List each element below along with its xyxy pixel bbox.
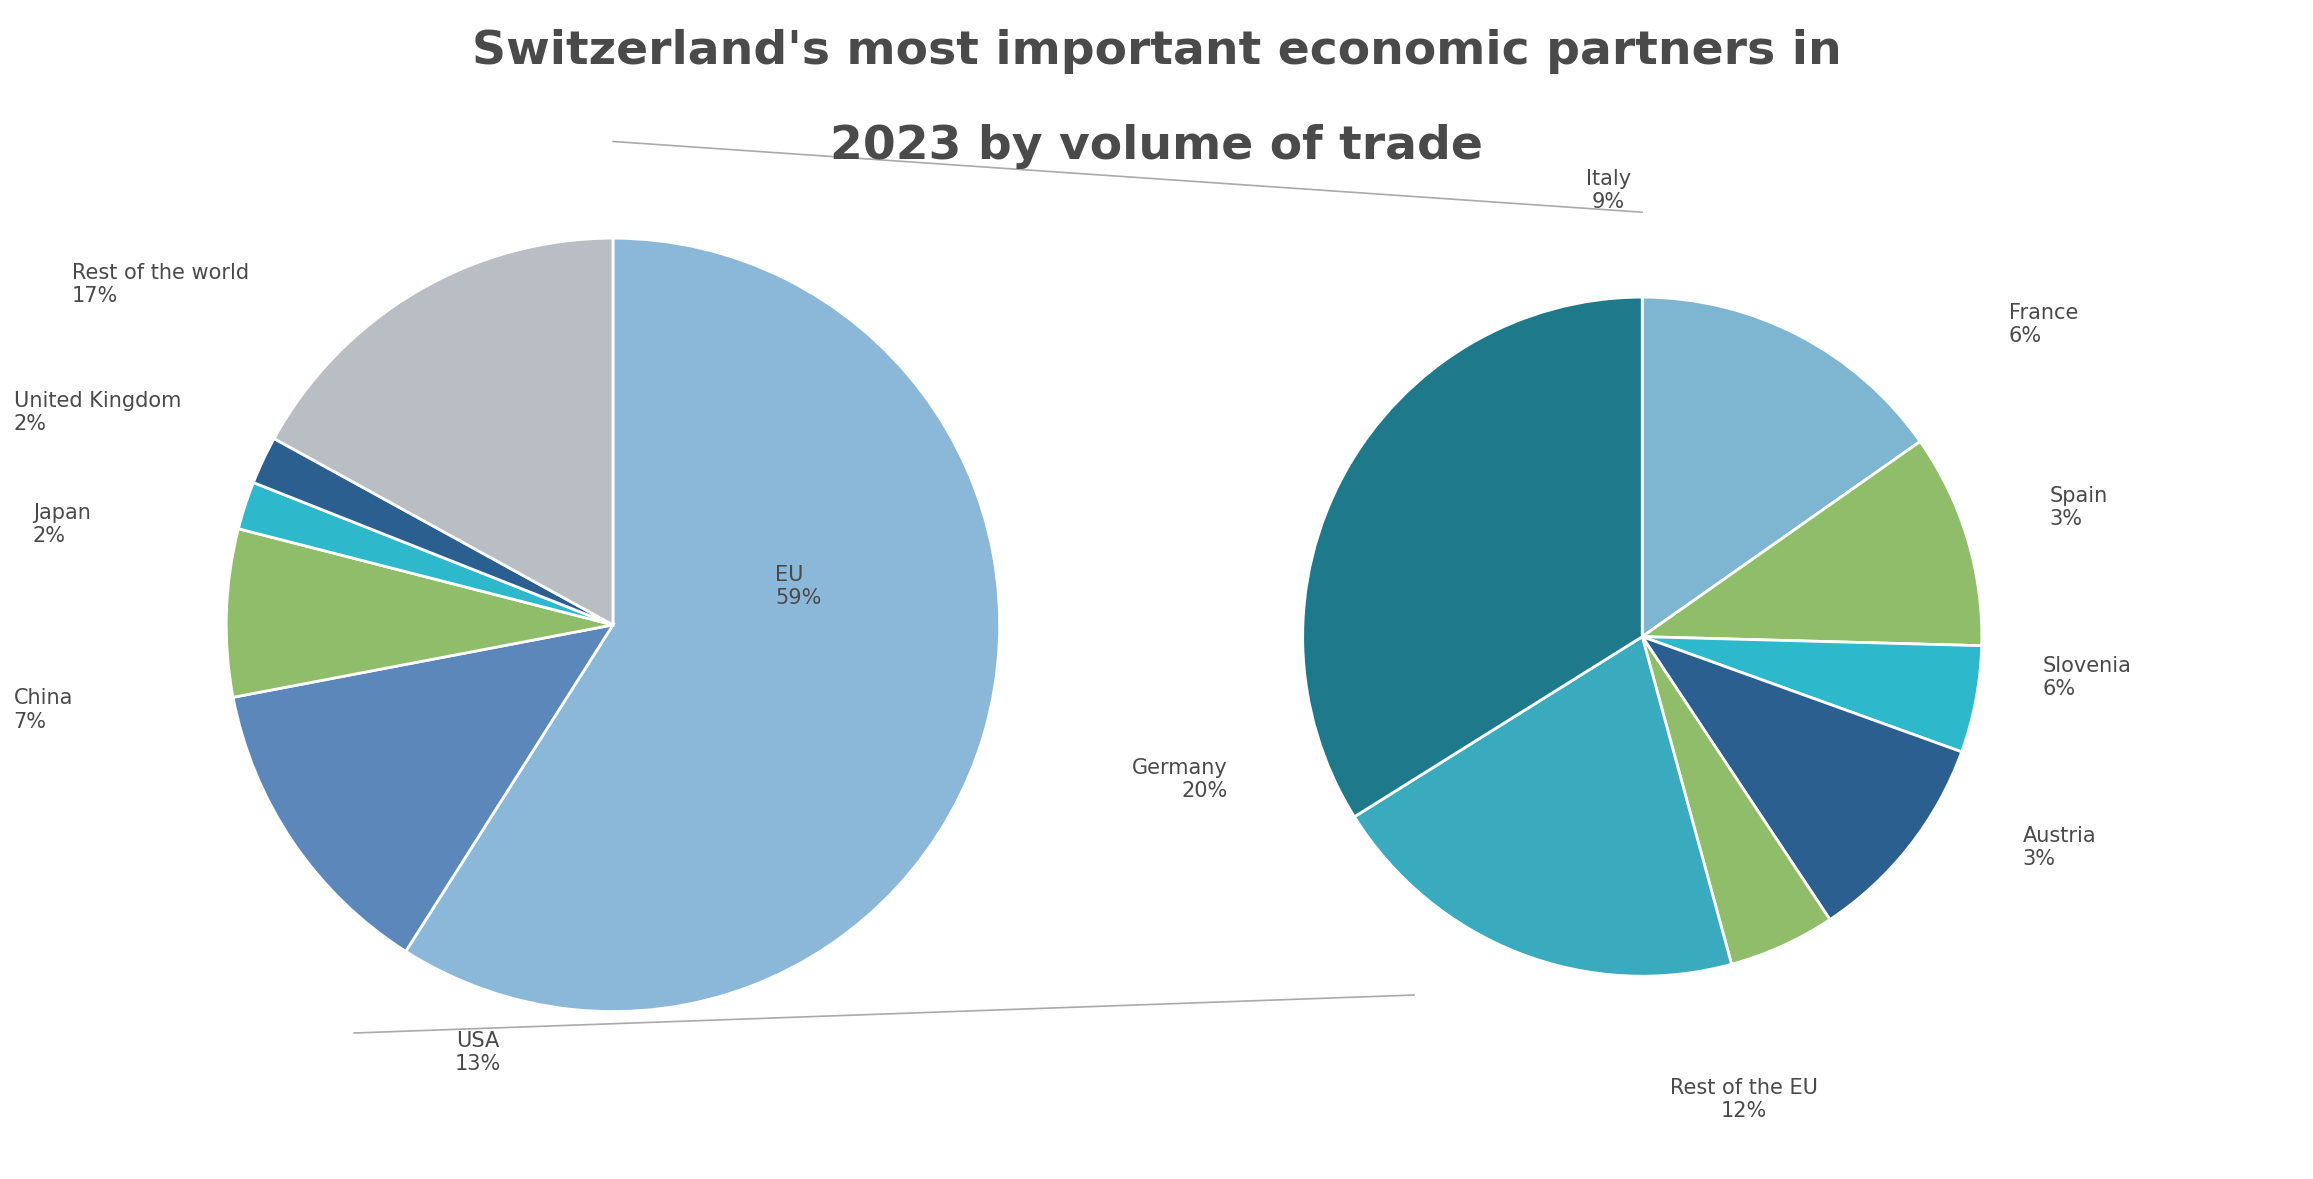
Wedge shape <box>1642 637 1982 752</box>
Text: Germany
20%: Germany 20% <box>1133 758 1228 801</box>
Text: USA
13%: USA 13% <box>453 1030 500 1074</box>
Wedge shape <box>405 238 999 1012</box>
Text: France
6%: France 6% <box>2010 303 2079 345</box>
Wedge shape <box>1642 441 1982 646</box>
Text: Austria
3%: Austria 3% <box>2022 825 2096 869</box>
Wedge shape <box>238 482 613 625</box>
Wedge shape <box>1642 297 1920 637</box>
Wedge shape <box>1642 637 1961 920</box>
Text: Slovenia
6%: Slovenia 6% <box>2042 656 2133 699</box>
Text: Spain
3%: Spain 3% <box>2049 486 2107 529</box>
Text: China
7%: China 7% <box>14 689 74 731</box>
Text: Rest of the EU
12%: Rest of the EU 12% <box>1670 1078 1818 1121</box>
Text: Switzerland's most important economic partners in: Switzerland's most important economic pa… <box>472 29 1841 74</box>
Wedge shape <box>1642 637 1830 964</box>
Text: United Kingdom
2%: United Kingdom 2% <box>14 390 180 434</box>
Wedge shape <box>254 439 613 625</box>
Text: 2023 by volume of trade: 2023 by volume of trade <box>830 124 1483 169</box>
Wedge shape <box>273 238 613 625</box>
Text: Italy
9%: Italy 9% <box>1587 169 1631 212</box>
Wedge shape <box>1355 637 1732 976</box>
Text: Rest of the world
17%: Rest of the world 17% <box>72 263 250 307</box>
Wedge shape <box>1302 297 1642 817</box>
Text: EU
59%: EU 59% <box>775 565 821 608</box>
Wedge shape <box>227 528 613 697</box>
Text: Japan
2%: Japan 2% <box>32 502 90 546</box>
Wedge shape <box>234 625 613 951</box>
